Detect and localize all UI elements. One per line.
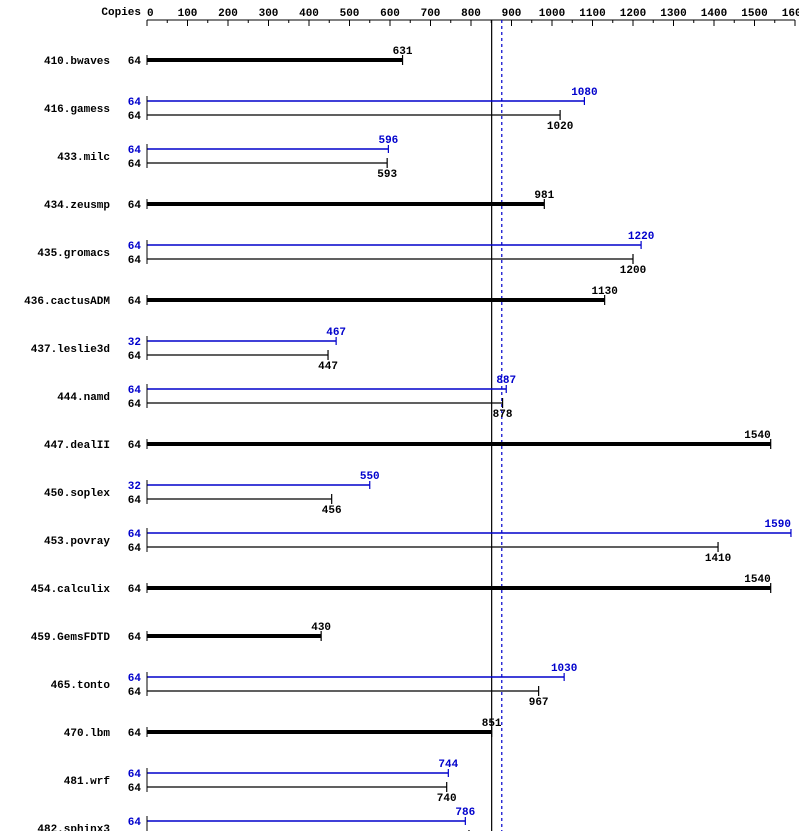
base-copies: 64 (128, 56, 142, 68)
benchmark-name: 482.sphinx3 (37, 824, 110, 831)
base-value: 1200 (620, 265, 646, 277)
base-copies: 64 (128, 783, 142, 795)
peak-copies: 64 (128, 145, 142, 157)
base-value: 593 (377, 169, 397, 181)
peak-value: 786 (455, 807, 475, 819)
benchmark-name: 433.milc (57, 152, 110, 164)
axis-tick-label: 900 (502, 8, 522, 20)
peak-copies: 32 (128, 337, 141, 349)
benchmark-name: 436.cactusADM (24, 296, 110, 308)
benchmark-name: 465.tonto (51, 680, 111, 692)
benchmark-name: 444.namd (57, 392, 110, 404)
base-value: 851 (482, 718, 502, 730)
axis-tick-label: 0 (147, 8, 154, 20)
benchmark-name: 470.lbm (64, 728, 111, 740)
peak-value: 1590 (765, 519, 791, 531)
base-value: 1540 (744, 430, 770, 442)
peak-copies: 32 (128, 481, 141, 493)
benchmark-name: 410.bwaves (44, 56, 110, 68)
peak-copies: 64 (128, 769, 142, 781)
benchmark-name: 481.wrf (64, 776, 111, 788)
base-value: 878 (493, 409, 513, 421)
base-copies: 64 (128, 584, 142, 596)
axis-tick-label: 1300 (660, 8, 686, 20)
axis-tick-label: 1000 (539, 8, 565, 20)
base-copies: 64 (128, 296, 142, 308)
peak-copies: 64 (128, 241, 142, 253)
axis-tick-label: 400 (299, 8, 319, 20)
axis-tick-label: 300 (259, 8, 279, 20)
base-copies: 64 (128, 632, 142, 644)
axis-tick-label: 1500 (741, 8, 767, 20)
axis-tick-label: 700 (421, 8, 441, 20)
benchmark-name: 447.dealII (44, 440, 110, 452)
peak-copies: 64 (128, 97, 142, 109)
peak-value: 1220 (628, 231, 654, 243)
benchmark-name: 416.gamess (44, 104, 110, 116)
axis-tick-label: 1400 (701, 8, 727, 20)
benchmark-name: 454.calculix (31, 584, 111, 596)
base-value: 447 (318, 361, 338, 373)
axis-tick-label: 500 (340, 8, 360, 20)
base-copies: 64 (128, 687, 142, 699)
peak-copies: 64 (128, 673, 142, 685)
axis-tick-label: 100 (178, 8, 198, 20)
peak-value: 1030 (551, 663, 577, 675)
benchmark-name: 434.zeusmp (44, 200, 110, 212)
base-copies: 64 (128, 440, 142, 452)
peak-copies: 64 (128, 817, 142, 829)
base-value: 456 (322, 505, 342, 517)
base-value: 740 (437, 793, 457, 805)
axis-tick-label: 200 (218, 8, 238, 20)
peak-value: 887 (496, 375, 516, 387)
base-value: 1130 (591, 286, 617, 298)
base-value: 981 (534, 190, 554, 202)
benchmark-name: 450.soplex (44, 488, 110, 500)
base-value: 430 (311, 622, 331, 634)
base-copies: 64 (128, 351, 142, 363)
base-value: 1410 (705, 553, 731, 565)
peak-value: 744 (438, 759, 458, 771)
peak-copies: 64 (128, 385, 142, 397)
base-copies: 64 (128, 111, 142, 123)
copies-header: Copies (101, 7, 141, 19)
base-copies: 64 (128, 543, 142, 555)
axis-tick-label: 800 (461, 8, 481, 20)
peak-value: 1080 (571, 87, 597, 99)
peak-value: 596 (378, 135, 398, 147)
benchmark-name: 453.povray (44, 536, 110, 548)
peak-value: 550 (360, 471, 380, 483)
axis-tick-label: 1200 (620, 8, 646, 20)
spec-benchmark-chart: Copies 0 100 200 300 400 500 600 700 800 900 1000 11… (0, 0, 799, 831)
peak-copies: 64 (128, 529, 142, 541)
base-value: 1540 (744, 574, 770, 586)
peak-value: 467 (326, 327, 346, 339)
benchmark-name: 437.leslie3d (31, 344, 110, 356)
base-copies: 64 (128, 159, 142, 171)
base-copies: 64 (128, 255, 142, 267)
benchmark-name: 435.gromacs (37, 248, 110, 260)
base-copies: 64 (128, 728, 142, 740)
axis-tick-label: 1600 (782, 8, 799, 20)
base-copies: 64 (128, 495, 142, 507)
base-value: 967 (529, 697, 549, 709)
axis-tick-label: 600 (380, 8, 400, 20)
base-copies: 64 (128, 399, 142, 411)
base-value: 631 (393, 46, 413, 58)
axis-tick-label: 1100 (579, 8, 605, 20)
base-value: 1020 (547, 121, 573, 133)
base-copies: 64 (128, 200, 142, 212)
benchmark-name: 459.GemsFDTD (31, 632, 111, 644)
